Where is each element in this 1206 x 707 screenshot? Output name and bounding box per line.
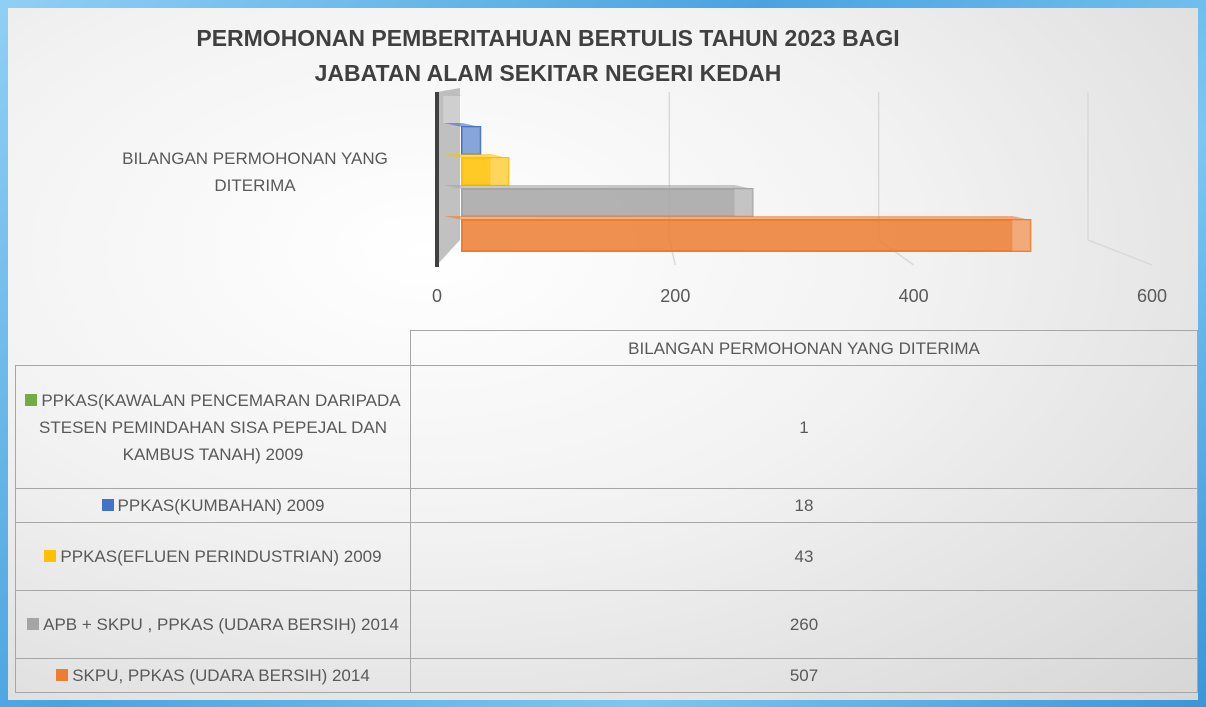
- bar-top: [443, 92, 462, 96]
- bar: [461, 219, 1032, 252]
- table-value: 260: [410, 590, 1198, 659]
- table-row: PPKAS(KUMBAHAN) 2009 18: [15, 488, 1198, 523]
- legend-key: [27, 618, 40, 630]
- x-tick-label: 600: [1137, 286, 1167, 306]
- table-header: BILANGAN PERMOHONAN YANG DITERIMA: [410, 330, 1198, 366]
- table-value: 507: [410, 658, 1198, 693]
- legend-label: PPKAS(KAWALAN PENCEMARAN DARIPADA STESEN…: [39, 390, 401, 464]
- legend-label: PPKAS(EFLUEN PERINDUSTRIAN) 2009: [60, 547, 382, 566]
- chart-title: PERMOHONAN PEMBERITAHUAN BERTULIS TAHUN …: [196, 25, 899, 51]
- table-value: 43: [410, 522, 1198, 591]
- legend-label: PPKAS(KUMBAHAN) 2009: [117, 496, 325, 515]
- bar-end: [443, 96, 462, 123]
- legend-label: SKPU, PPKAS (UDARA BERSIH) 2014: [72, 666, 370, 685]
- x-tick-label: 0: [432, 286, 442, 306]
- bar-end: [490, 158, 509, 185]
- bar: [461, 188, 754, 217]
- legend-key: [101, 499, 114, 511]
- bar-end: [734, 189, 753, 216]
- legend-cell: APB + SKPU , PPKAS (UDARA BERSIH) 2014: [15, 590, 411, 659]
- bar: [461, 157, 510, 186]
- table-row: PPKAS(EFLUEN PERINDUSTRIAN) 2009 43: [15, 522, 1198, 591]
- table-value: 1: [410, 365, 1198, 489]
- table-row: PPKAS(KAWALAN PENCEMARAN DARIPADA STESEN…: [15, 365, 1198, 489]
- legend-key: [56, 669, 69, 681]
- table-row: SKPU, PPKAS (UDARA BERSIH) 2014 507: [15, 658, 1198, 693]
- table-corner: [15, 330, 411, 366]
- bar-end: [1012, 220, 1031, 251]
- legend-key: [44, 550, 57, 562]
- x-tick-label: 200: [660, 286, 690, 306]
- category-label: BILANGAN PERMOHONAN YANG DITERIMA: [122, 149, 388, 195]
- legend-cell: PPKAS(EFLUEN PERINDUSTRIAN) 2009: [15, 522, 411, 591]
- x-tick-label: 400: [899, 286, 929, 306]
- legend-cell: PPKAS(KUMBAHAN) 2009: [15, 488, 411, 523]
- legend-key: [25, 393, 38, 406]
- table-value: 18: [410, 488, 1198, 523]
- bar-end: [462, 127, 481, 154]
- grid-line: [1087, 92, 1153, 266]
- legend-cell: SKPU, PPKAS (UDARA BERSIH) 2014: [15, 658, 411, 693]
- table-row: APB + SKPU , PPKAS (UDARA BERSIH) 2014 26…: [15, 590, 1198, 659]
- chart-title: JABATAN ALAM SEKITAR NEGERI KEDAH: [315, 60, 782, 86]
- legend-cell: PPKAS(KAWALAN PENCEMARAN DARIPADA STESEN…: [15, 365, 411, 489]
- legend-label: APB + SKPU , PPKAS (UDARA BERSIH) 2014: [43, 615, 399, 634]
- back-wall: [437, 88, 460, 265]
- data-table: BILANGAN PERMOHONAN YANG DITERIMA PPKAS(…: [15, 330, 1198, 693]
